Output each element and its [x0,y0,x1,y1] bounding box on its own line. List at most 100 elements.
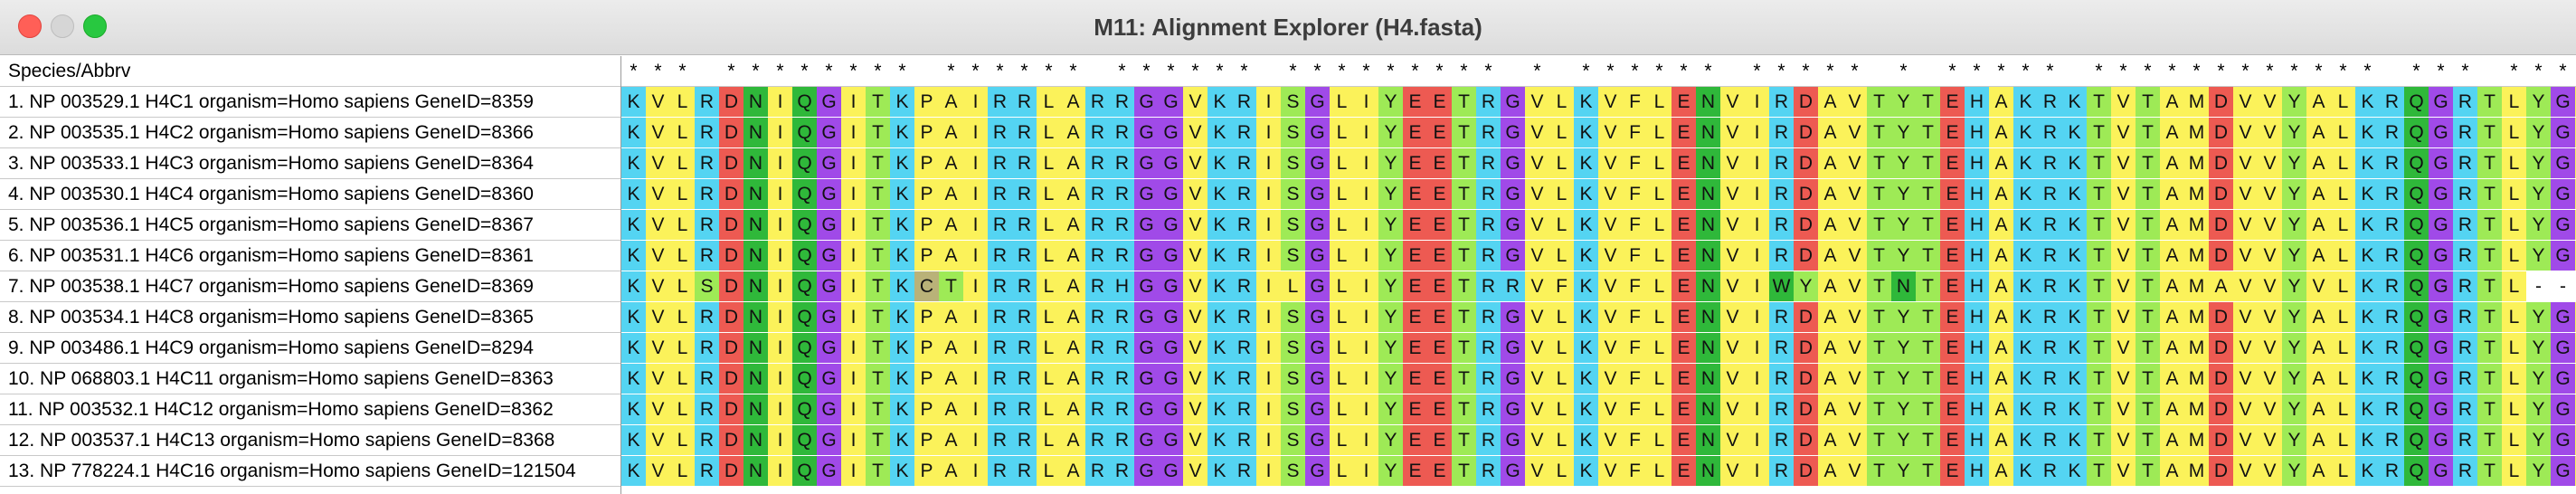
residue-cell[interactable]: V [2258,271,2282,302]
residue-cell[interactable]: D [1794,210,1818,241]
residue-cell[interactable]: V [1183,148,1208,179]
residue-cell[interactable]: T [2477,118,2502,148]
residue-cell[interactable]: V [2233,148,2258,179]
residue-cell[interactable]: R [2038,87,2062,118]
residue-cell[interactable]: E [1940,302,1965,333]
residue-cell[interactable]: Y [2282,179,2306,210]
residue-cell[interactable]: L [1647,148,1672,179]
residue-cell[interactable]: V [1842,333,1867,364]
residue-cell[interactable]: Y [1378,394,1403,425]
residue-cell[interactable]: E [1672,364,1696,394]
residue-cell[interactable]: G [1134,241,1159,271]
residue-cell[interactable]: L [1037,87,1061,118]
residue-cell[interactable]: K [1574,333,1598,364]
residue-cell[interactable]: I [768,394,792,425]
residue-cell[interactable]: L [1037,302,1061,333]
residue-cell[interactable]: A [939,118,963,148]
residue-cell[interactable]: N [1696,118,1720,148]
residue-cell[interactable]: K [2062,364,2087,394]
residue-cell[interactable]: K [621,425,646,456]
residue-cell[interactable]: V [2111,241,2136,271]
residue-cell[interactable]: T [1867,87,1891,118]
residue-cell[interactable]: L [1549,394,1574,425]
residue-cell[interactable]: Y [1891,394,1916,425]
residue-cell[interactable]: G [2551,148,2575,179]
residue-cell[interactable]: A [939,210,963,241]
residue-cell[interactable]: D [1794,148,1818,179]
residue-cell[interactable]: C [914,271,939,302]
residue-cell[interactable]: R [2453,87,2477,118]
residue-cell[interactable]: T [2477,179,2502,210]
residue-cell[interactable]: I [768,302,792,333]
residue-cell[interactable]: I [1745,425,1769,456]
residue-cell[interactable]: D [719,148,743,179]
residue-cell[interactable]: I [841,118,866,148]
residue-cell[interactable]: G [1134,148,1159,179]
sequence-name[interactable]: 8. NP 003534.1 H4C8 organism=Homo sapien… [0,302,620,333]
residue-cell[interactable]: M [2184,118,2209,148]
residue-cell[interactable]: Y [2282,394,2306,425]
residue-cell[interactable]: T [2136,241,2160,271]
residue-cell[interactable]: G [2429,394,2453,425]
residue-cell[interactable]: A [1061,425,1085,456]
residue-cell[interactable]: I [963,271,988,302]
residue-cell[interactable]: A [1818,394,1842,425]
residue-cell[interactable]: L [670,87,695,118]
residue-cell[interactable]: T [1916,118,1940,148]
residue-cell[interactable]: V [2111,302,2136,333]
residue-cell[interactable]: L [670,210,695,241]
residue-cell[interactable]: T [2477,302,2502,333]
residue-cell[interactable]: D [1794,333,1818,364]
residue-cell[interactable]: R [1012,333,1037,364]
residue-cell[interactable]: L [1647,456,1672,487]
residue-cell[interactable]: T [1867,333,1891,364]
residue-cell[interactable]: R [988,333,1012,364]
residue-cell[interactable]: A [2306,210,2331,241]
residue-cell[interactable]: R [2380,87,2404,118]
residue-cell[interactable]: I [1354,241,1378,271]
residue-cell[interactable]: I [963,425,988,456]
residue-cell[interactable]: L [1330,302,1354,333]
residue-cell[interactable]: G [817,87,841,118]
residue-cell[interactable]: V [1525,425,1549,456]
residue-cell[interactable]: R [2038,210,2062,241]
residue-cell[interactable]: V [1842,179,1867,210]
residue-cell[interactable]: V [646,333,670,364]
residue-cell[interactable]: V [1720,118,1745,148]
residue-cell[interactable]: L [1330,271,1354,302]
residue-cell[interactable]: V [1842,394,1867,425]
residue-cell[interactable]: V [2258,333,2282,364]
residue-cell[interactable]: K [890,271,914,302]
residue-cell[interactable]: V [1842,148,1867,179]
residue-cell[interactable]: S [1281,118,1305,148]
residue-cell[interactable]: R [2380,425,2404,456]
residue-cell[interactable]: D [719,302,743,333]
residue-cell[interactable]: G [817,333,841,364]
residue-cell[interactable]: I [841,87,866,118]
residue-cell[interactable]: R [2038,179,2062,210]
residue-cell[interactable]: R [1110,118,1134,148]
residue-cell[interactable]: L [1549,87,1574,118]
residue-cell[interactable]: V [646,210,670,241]
residue-cell[interactable]: T [1452,210,1476,241]
residue-cell[interactable]: K [621,333,646,364]
residue-cell[interactable]: V [2233,271,2258,302]
residue-cell[interactable]: A [1061,456,1085,487]
residue-cell[interactable]: K [621,87,646,118]
residue-cell[interactable]: T [2477,425,2502,456]
residue-cell[interactable]: I [768,118,792,148]
residue-cell[interactable]: T [2087,364,2111,394]
residue-cell[interactable]: L [2502,394,2526,425]
residue-cell[interactable]: V [2258,394,2282,425]
residue-cell[interactable]: Y [1378,364,1403,394]
residue-cell[interactable]: - [2551,271,2575,302]
residue-cell[interactable]: L [1037,179,1061,210]
residue-cell[interactable]: A [1989,241,2013,271]
residue-cell[interactable]: D [1794,364,1818,394]
residue-cell[interactable]: L [2331,333,2355,364]
residue-cell[interactable]: L [2331,394,2355,425]
